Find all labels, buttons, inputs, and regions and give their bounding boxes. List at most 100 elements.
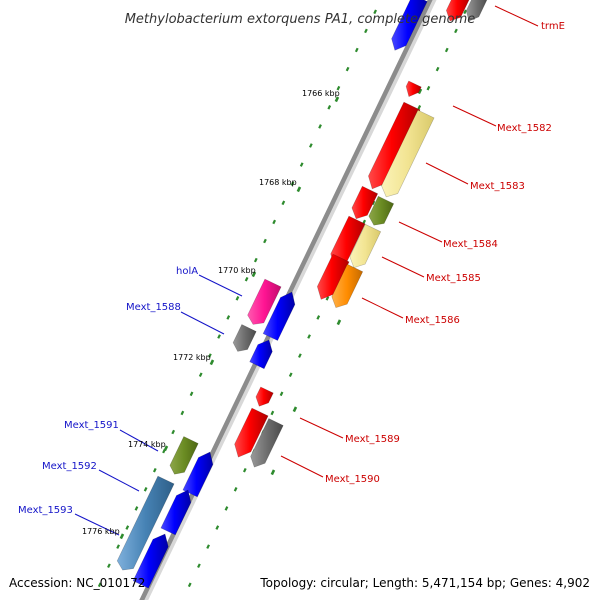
- gene-reverse-1592[interactable]: [160, 489, 192, 536]
- callout-mext-1583: [425, 162, 469, 185]
- gene-mext-1583[interactable]: [381, 109, 435, 198]
- tick-dash-outer: [279, 391, 284, 397]
- gene-reverse-1588[interactable]: [249, 339, 273, 370]
- gene-label-mext-1583[interactable]: Mext_1583: [470, 181, 525, 192]
- tick-label-1772: 1772 kbp: [173, 353, 211, 362]
- tick-label-1776: 1776 kbp: [82, 527, 120, 536]
- tick-major: [119, 533, 125, 540]
- gene-label-mext-1591[interactable]: Mext_1591: [64, 420, 119, 431]
- tick-dash-inner: [327, 105, 332, 110]
- gene-label-mext-1586[interactable]: Mext_1586: [405, 315, 460, 326]
- gene-features: [116, 0, 488, 589]
- map-title: Methylobacterium extorquens PA1, complet…: [125, 12, 476, 27]
- gene-label-mext-1593[interactable]: Mext_1593: [18, 505, 73, 516]
- tick-dash-outer: [325, 296, 330, 301]
- gene-label-mext-1588[interactable]: Mext_1588: [126, 302, 181, 313]
- tick-dash-inner: [134, 506, 139, 511]
- tick-dash-outer: [316, 315, 321, 320]
- tick-dash-inner: [198, 372, 203, 378]
- tick-dash-inner: [107, 563, 111, 569]
- tick-dash-outer: [298, 353, 302, 358]
- tick-dash-outer: [444, 47, 449, 53]
- callout-mext-1585: [381, 256, 425, 278]
- gene-mext-1585[interactable]: [349, 223, 382, 268]
- gene-red-a[interactable]: [351, 185, 379, 220]
- gene-label-mext-1582[interactable]: Mext_1582: [497, 123, 552, 134]
- tick-dash-outer: [197, 563, 201, 569]
- gene-trmE-adjacent[interactable]: [465, 0, 488, 22]
- tick-dash-outer: [187, 582, 192, 588]
- callout-holA: [198, 274, 243, 297]
- gene-label-trmE[interactable]: trmE: [541, 21, 565, 32]
- tick-major-right: [292, 406, 298, 413]
- tick-dash-outer: [288, 372, 293, 378]
- tick-major-right: [270, 469, 276, 476]
- tick-dash-inner: [290, 181, 295, 186]
- callout-mext-1582: [452, 105, 497, 127]
- gene-label-mext-1584[interactable]: Mext_1584: [443, 239, 498, 250]
- tick-label-1766: 1766 kbp: [302, 89, 340, 98]
- callout-lines: [74, 5, 539, 536]
- tick-major-right: [417, 88, 423, 95]
- callout-mext-1593: [74, 513, 120, 536]
- tick-dash-inner: [373, 9, 377, 15]
- gene-label-mext-1590[interactable]: Mext_1590: [325, 474, 380, 485]
- tick-dash-outer: [417, 105, 422, 110]
- tick-dash-inner: [364, 28, 368, 34]
- gene-mext-1586[interactable]: [331, 263, 364, 308]
- gene-trmE[interactable]: [445, 0, 470, 22]
- callout-mext-1589: [299, 417, 344, 439]
- tick-dash-inner: [263, 238, 267, 244]
- gene-reverse-1591[interactable]: [182, 451, 214, 498]
- gene-mext-1593[interactable]: [132, 533, 169, 589]
- tick-dash-inner: [253, 257, 258, 263]
- callout-mext-1590: [280, 455, 324, 478]
- gene-label-mext-1589[interactable]: Mext_1589: [345, 434, 400, 445]
- tick-dash-inner: [171, 429, 176, 435]
- tick-dash-inner: [318, 124, 322, 129]
- gene-mext-1588[interactable]: [232, 324, 257, 352]
- tick-label-1770: 1770 kbp: [218, 266, 256, 275]
- gene-mext-1592[interactable]: [116, 475, 175, 571]
- tick-dash-inner: [208, 353, 212, 358]
- tick-major: [209, 359, 215, 366]
- tick-dash-inner: [299, 162, 304, 167]
- tick-dash-outer: [463, 9, 467, 15]
- gene-mext-1591[interactable]: [169, 436, 199, 475]
- tick-dash-inner: [97, 582, 102, 588]
- gene-label-mext-1585[interactable]: Mext_1585: [426, 273, 481, 284]
- tick-dash-outer: [206, 544, 210, 549]
- tick-dash-inner: [226, 315, 231, 320]
- tick-label-1768: 1768 kbp: [259, 178, 297, 187]
- topology-text: Topology: circular; Length: 5,471,154 bp…: [259, 576, 590, 590]
- gene-label-mext-1592[interactable]: Mext_1592: [42, 461, 97, 472]
- tick-dash-outer: [233, 487, 238, 492]
- gene-label-holA[interactable]: holA: [176, 266, 198, 277]
- gene-mext-1584[interactable]: [368, 195, 395, 226]
- tick-dash-outer: [270, 410, 275, 416]
- tick-dash-inner: [116, 544, 120, 549]
- tick-dash-outer: [242, 467, 247, 473]
- gene-holA[interactable]: [247, 278, 282, 325]
- tick-dash-outer: [307, 334, 311, 339]
- tick-dash-outer: [224, 506, 229, 511]
- tick-major-right: [336, 319, 342, 326]
- gene-reverse-top[interactable]: [391, 0, 428, 51]
- tick-dash-outer: [426, 85, 431, 91]
- callout-mext-1586: [361, 297, 404, 319]
- gene-red-c[interactable]: [316, 253, 350, 300]
- tick-dash-inner: [272, 219, 277, 225]
- callout-mext-1592: [98, 469, 140, 492]
- gene-mext-1582[interactable]: [368, 101, 421, 190]
- tick-dash-inner: [244, 276, 249, 282]
- gene-mext-1590[interactable]: [250, 418, 284, 468]
- tick-dash-inner: [354, 47, 359, 53]
- gene-red-d[interactable]: [234, 407, 269, 458]
- tick-dash-inner: [125, 525, 130, 530]
- gene-reverse-holA[interactable]: [262, 291, 296, 341]
- tick-dash-outer: [215, 525, 220, 530]
- gene-small-red[interactable]: [405, 80, 422, 98]
- accession-text: Accession: NC_010172: [9, 576, 145, 590]
- gene-mext-1589[interactable]: [255, 386, 274, 407]
